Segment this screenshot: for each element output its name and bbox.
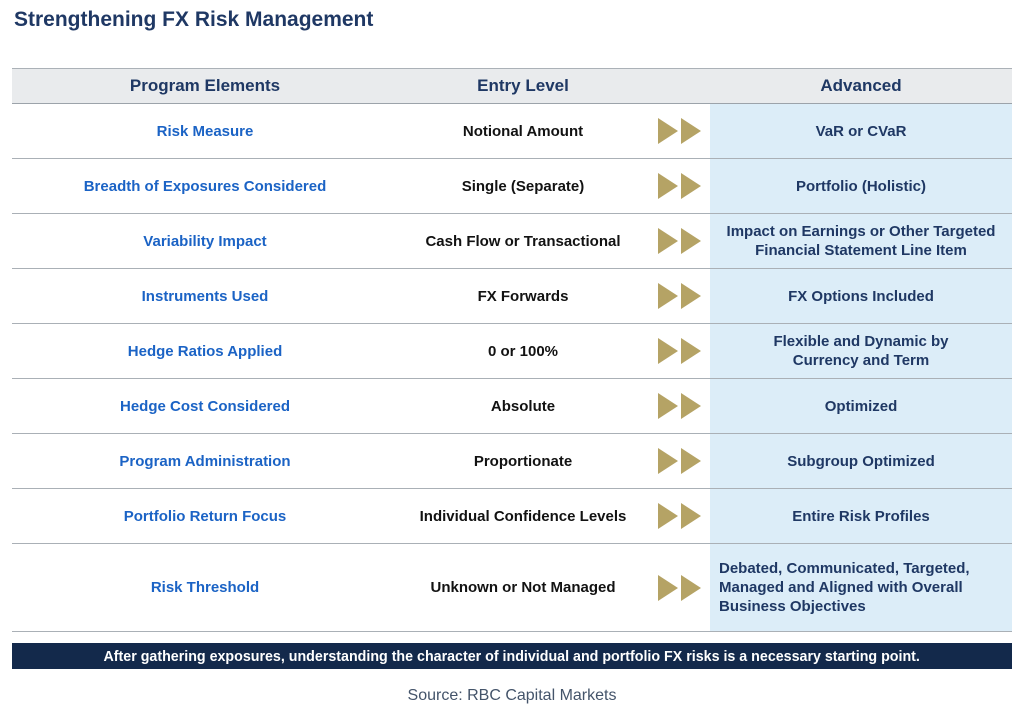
arrow-cell (648, 434, 710, 488)
double-chevron-right-icon (658, 173, 701, 199)
program-element-label: Hedge Cost Considered (119, 397, 291, 415)
header-entry-level: Entry Level (477, 76, 569, 95)
arrow-cell (648, 544, 710, 631)
arrow-cell (648, 324, 710, 378)
table-row: Instruments Used FX Forwards FX Options In… (12, 269, 1012, 324)
advanced-value: Subgroup Optimized (710, 434, 1012, 488)
table-row: Risk Measure Notional Amount VaR or CVaR (12, 104, 1012, 159)
fx-program-table: Program Elements Entry Level Advanced Ri… (12, 68, 1012, 632)
table-row: Program Administration Proportionate Subgr… (12, 434, 1012, 489)
table-row: Risk Threshold Unknown or Not Managed Deba… (12, 544, 1012, 632)
double-chevron-right-icon (658, 393, 701, 419)
advanced-value: Debated, Communicated, Targeted, Managed… (710, 544, 1012, 631)
entry-level-value: 0 or 100% (487, 342, 559, 360)
double-chevron-right-icon (658, 448, 701, 474)
program-element-label: Risk Measure (156, 122, 254, 140)
table-body: Risk Measure Notional Amount VaR or CVaR Br… (12, 104, 1012, 632)
entry-level-value: Individual Confidence Levels (419, 507, 627, 525)
advanced-value: Flexible and Dynamic by Currency and Ter… (710, 324, 1012, 378)
banner-text: After gathering exposures, understanding… (103, 647, 921, 665)
arrow-cell (648, 214, 710, 268)
double-chevron-right-icon (658, 338, 701, 364)
entry-level-value: Absolute (490, 397, 556, 415)
arrow-cell (648, 269, 710, 323)
entry-level-value: Unknown or Not Managed (430, 579, 616, 596)
double-chevron-right-icon (658, 574, 701, 601)
program-element-label: Portfolio Return Focus (123, 507, 287, 525)
table-row: Variability Impact Cash Flow or Transacti… (12, 214, 1012, 269)
advanced-value: Portfolio (Holistic) (710, 159, 1012, 213)
table-row: Portfolio Return Focus Individual Confide… (12, 489, 1012, 544)
double-chevron-right-icon (658, 503, 701, 529)
program-element-label: Program Administration (119, 452, 291, 470)
arrow-cell (648, 379, 710, 433)
entry-level-value: Single (Separate) (461, 177, 585, 195)
key-takeaway-banner: After gathering exposures, understanding… (12, 643, 1012, 669)
header-arrow-spacer (648, 69, 710, 103)
advanced-value: Impact on Earnings or Other Targeted Fin… (710, 214, 1012, 268)
table-header-row: Program Elements Entry Level Advanced (12, 68, 1012, 104)
table-row: Breadth of Exposures Considered Single (S… (12, 159, 1012, 214)
arrow-cell (648, 104, 710, 158)
header-advanced: Advanced (820, 76, 902, 95)
program-element-label: Hedge Ratios Applied (127, 342, 283, 360)
program-element-label: Risk Threshold (150, 579, 260, 596)
header-program-elements: Program Elements (129, 76, 281, 95)
entry-level-value: FX Forwards (477, 287, 569, 305)
double-chevron-right-icon (658, 118, 701, 144)
program-element-label: Instruments Used (141, 287, 269, 305)
double-chevron-right-icon (658, 228, 701, 254)
page-title: Strengthening FX Risk Management (14, 8, 374, 31)
source-attribution: Source: RBC Capital Markets (407, 687, 617, 704)
program-element-label: Variability Impact (143, 232, 267, 250)
advanced-value: Entire Risk Profiles (710, 489, 1012, 543)
entry-level-value: Notional Amount (462, 122, 584, 140)
arrow-cell (648, 489, 710, 543)
advanced-value: Optimized (710, 379, 1012, 433)
table-row: Hedge Cost Considered Absolute Optimized (12, 379, 1012, 434)
entry-level-value: Proportionate (473, 452, 573, 470)
program-element-label: Breadth of Exposures Considered (83, 177, 327, 195)
double-chevron-right-icon (658, 283, 701, 309)
arrow-cell (648, 159, 710, 213)
table-row: Hedge Ratios Applied 0 or 100% Flexible an… (12, 324, 1012, 379)
advanced-value: FX Options Included (710, 269, 1012, 323)
advanced-value: VaR or CVaR (710, 104, 1012, 158)
entry-level-value: Cash Flow or Transactional (425, 232, 621, 250)
